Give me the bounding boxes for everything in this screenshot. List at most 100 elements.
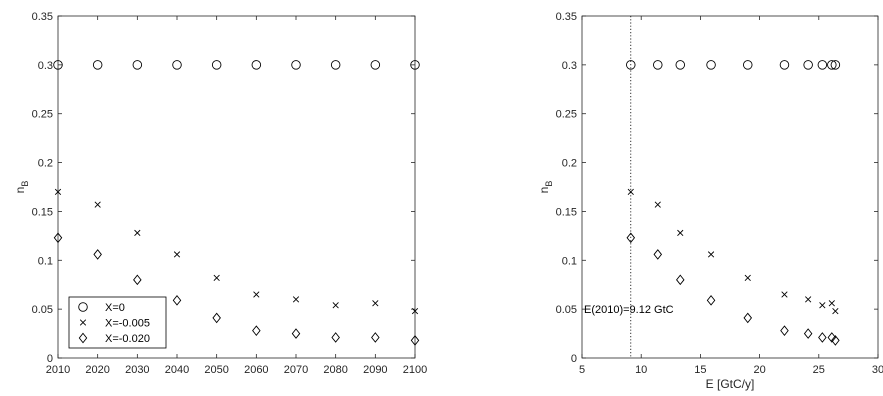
series-diamond [626,232,840,346]
data-point [212,312,221,324]
data-point [676,274,685,286]
y-tick-label: 0.25 [32,109,53,121]
data-point [707,251,715,258]
data-point [627,188,634,196]
data-point [93,249,102,260]
data-point [213,274,220,281]
y-tick-label: 0 [571,353,577,365]
x-axis-label: E [GtC/y] [706,377,755,391]
x-tick-label: 2010 [46,364,70,376]
data-point [251,60,262,70]
y-tick-label: 0.1 [562,255,577,267]
data-point [803,328,813,339]
data-point [626,232,636,244]
y-tick-label: 0.35 [32,11,53,23]
y-tick-label: 0.15 [556,206,577,218]
data-point [832,307,839,315]
x-tick-label: 2030 [125,364,149,376]
data-point [330,60,341,70]
x-tick-label: 10 [635,364,647,376]
y-tick-label: 0.35 [556,11,577,23]
series-diamond [53,232,420,346]
data-point [94,201,101,208]
y-tick-label: 0.1 [38,255,53,267]
data-point [675,60,686,70]
chart-panel-1: 0 0.05 0.1 0.15 0.2 0.25 0.3 0.35 2010 2020 2030 20… [13,11,427,376]
data-point [291,60,301,70]
data-point [411,307,419,315]
data-point [291,328,301,339]
data-point [54,188,62,196]
series-x [627,188,839,315]
legend-entry: X=-0.020 [105,333,150,345]
data-point [743,60,753,70]
data-point [780,325,789,336]
data-point [743,312,753,324]
data-point [53,60,63,70]
data-point [827,332,837,343]
legend-entry: X=0 [105,302,125,314]
data-point [410,335,420,346]
y-tick-label: 0.2 [562,158,577,170]
data-point [819,302,826,309]
data-point [410,60,420,70]
y-tick-label: 0.15 [32,206,53,218]
y-tick-label: 0.05 [32,304,53,316]
data-point [173,251,181,258]
y-tick-label: 0 [47,353,53,365]
chart-panel-2: 0 0.05 0.1 0.15 0.2 0.25 0.3 0.35 5 10 15 20 25 30 nB E… [537,11,883,391]
reference-annotation: E(2010)=9.12 GtC [584,304,674,316]
data-point [706,60,716,70]
y-tick-label: 0.05 [556,304,577,316]
x-tick-label: 2100 [403,364,427,376]
y-axis-label: nB [13,181,30,194]
y-tick-label: 0.2 [38,158,53,170]
y-tick-label: 0.3 [38,60,53,72]
data-point [211,60,222,70]
data-point [706,295,716,306]
data-point [830,60,841,70]
legend: X=0 X=-0.005 X=-0.020 [68,296,167,349]
data-point [805,296,812,303]
x-tick-label: 2060 [244,364,268,376]
x-tick-label: 2020 [85,364,109,376]
data-point [331,332,340,343]
x-tick-label: 2090 [363,364,387,376]
legend-marker [78,302,88,312]
x-tick-label: 30 [872,364,883,376]
data-point [827,60,837,70]
data-point [252,325,261,336]
data-point [653,60,663,70]
data-point [332,302,339,309]
data-point [292,296,300,303]
legend-entry: X=-0.005 [105,318,150,330]
data-point [371,332,380,343]
data-point [818,332,827,343]
data-point [370,60,381,70]
data-point [626,60,636,70]
series-circle [53,60,420,70]
plot-area [581,15,879,359]
data-point [781,291,788,298]
data-point [817,60,828,70]
x-tick-label: 5 [579,364,585,376]
data-point [92,60,103,70]
data-point [172,60,182,70]
data-point [132,60,143,70]
data-point [172,295,182,306]
y-tick-label: 0.3 [562,60,577,72]
data-point [654,201,661,208]
x-tick-label: 15 [694,364,706,376]
legend-marker [79,319,87,326]
data-point [133,274,142,286]
data-point [372,300,379,307]
series-x [54,188,419,315]
data-point [134,229,141,237]
x-tick-label: 2050 [204,364,228,376]
legend-marker [78,332,88,344]
data-point [744,274,751,281]
x-tick-label: 25 [813,364,825,376]
data-point [828,300,835,307]
data-point [653,249,663,260]
